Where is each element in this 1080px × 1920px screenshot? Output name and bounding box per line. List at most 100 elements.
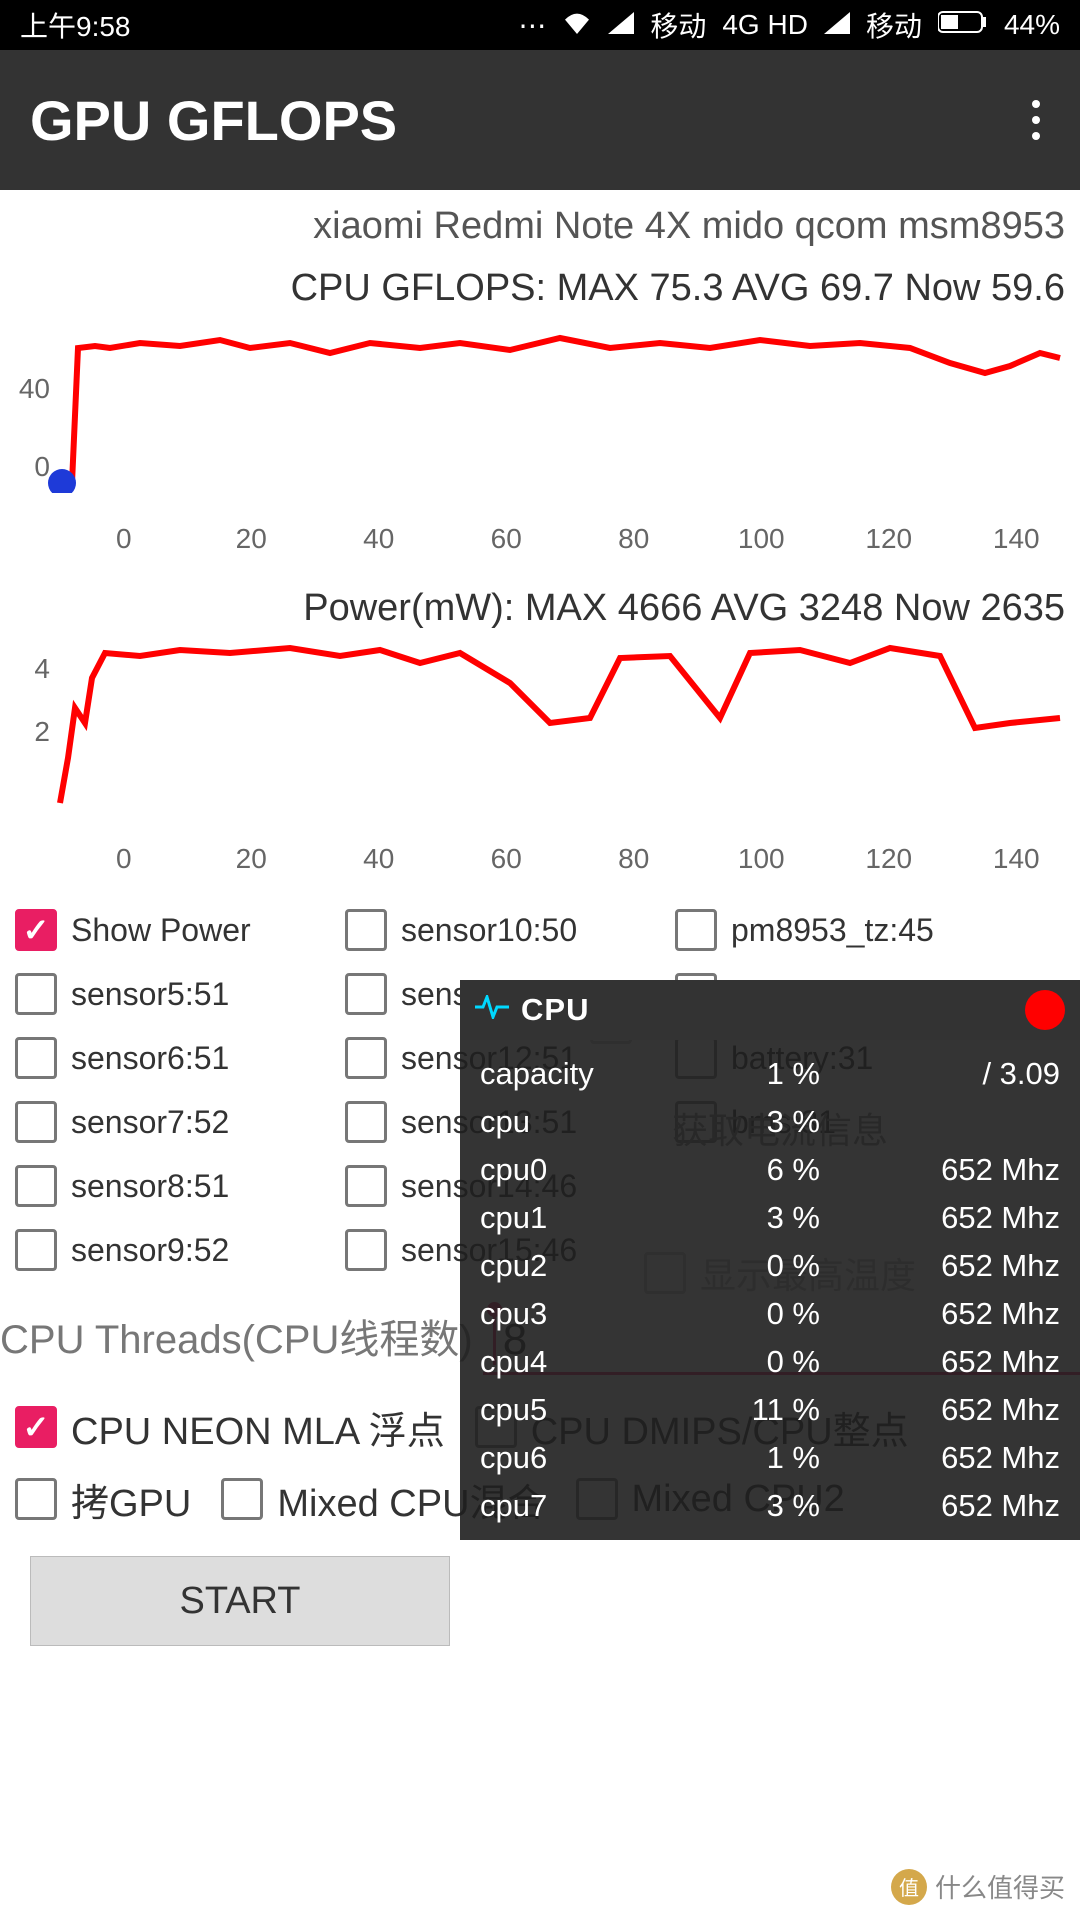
checkbox-box[interactable]: [345, 909, 387, 951]
metric-freq: 652 Mhz: [820, 1200, 1060, 1236]
metric-pct: 3 %: [660, 1104, 820, 1140]
network-type: 4G HD: [722, 9, 808, 41]
checkbox-label: Show Power: [71, 912, 251, 949]
checkbox-box[interactable]: [15, 1478, 57, 1520]
metric-freq: / 3.09: [820, 1056, 1060, 1092]
option-拷GPU[interactable]: 拷GPU: [15, 1467, 191, 1531]
overflow-menu-button[interactable]: [1022, 90, 1050, 150]
metric-freq: 652 Mhz: [820, 1296, 1060, 1332]
device-info: xiaomi Redmi Note 4X mido qcom msm8953: [0, 190, 1080, 258]
checkbox-label: sensor7:52: [71, 1104, 229, 1141]
watermark-badge-icon: 值: [891, 1869, 927, 1905]
metric-key: cpu3: [480, 1296, 660, 1332]
metric-freq: 652 Mhz: [820, 1488, 1060, 1524]
checkbox-label: sensor10:50: [401, 912, 577, 949]
gflops-chart: CPU GFLOPS: MAX 75.3 AVG 69.7 Now 59.6 4…: [0, 258, 1080, 568]
checkbox-box[interactable]: [345, 1229, 387, 1271]
record-icon[interactable]: [1025, 990, 1065, 1030]
metric-key: cpu: [480, 1104, 660, 1140]
page-title: GPU GFLOPS: [30, 88, 397, 153]
metric-pct: 3 %: [660, 1200, 820, 1236]
power-line: [0, 638, 1080, 813]
metric-key: cpu0: [480, 1152, 660, 1188]
overlay-header[interactable]: CPU: [460, 980, 1080, 1040]
checkbox-label: sensor9:52: [71, 1232, 229, 1269]
metric-pct: 11 %: [660, 1392, 820, 1428]
checkbox-sensor6-51[interactable]: sensor6:51: [15, 1026, 315, 1090]
overlay-row-cpu3: cpu30 %652 Mhz: [480, 1290, 1060, 1338]
checkbox-label: sensor5:51: [71, 976, 229, 1013]
overlay-row-cpu1: cpu13 %652 Mhz: [480, 1194, 1060, 1242]
overlay-row-cpu7: cpu73 %652 Mhz: [480, 1482, 1060, 1530]
metric-key: capacity: [480, 1056, 660, 1092]
metric-freq: 652 Mhz: [820, 1248, 1060, 1284]
watermark: 值 什么值得买: [891, 1868, 1065, 1905]
checkbox-box[interactable]: [15, 1037, 57, 1079]
checkbox-box[interactable]: [15, 973, 57, 1015]
metric-pct: 0 %: [660, 1344, 820, 1380]
signal-icon-2: [824, 9, 850, 41]
battery-icon: [938, 9, 988, 41]
gflops-x-axis: 020406080100120140: [0, 518, 1080, 555]
overlay-row-cpu: cpu3 %: [480, 1098, 1060, 1146]
metric-pct: 1 %: [660, 1056, 820, 1092]
metric-freq: 652 Mhz: [820, 1344, 1060, 1380]
overlay-row-cpu0: cpu06 %652 Mhz: [480, 1146, 1060, 1194]
checkbox-box[interactable]: [15, 1101, 57, 1143]
checkbox-box[interactable]: [345, 1037, 387, 1079]
pulse-icon: [475, 993, 509, 1027]
cpu-monitor-overlay[interactable]: CPU capacity1 %/ 3.09cpu3 %cpu06 %652 Mh…: [460, 980, 1080, 1540]
checkbox-pm8953_tz-45[interactable]: pm8953_tz:45: [675, 898, 975, 962]
checkbox-sensor5-51[interactable]: sensor5:51: [15, 962, 315, 1026]
checkbox-sensor8-51[interactable]: sensor8:51: [15, 1154, 315, 1218]
overlay-row-cpu6: cpu61 %652 Mhz: [480, 1434, 1060, 1482]
power-x-axis: 020406080100120140: [0, 838, 1080, 875]
metric-key: cpu7: [480, 1488, 660, 1524]
overlay-body: capacity1 %/ 3.09cpu3 %cpu06 %652 Mhzcpu…: [460, 1040, 1080, 1540]
checkbox-box[interactable]: [221, 1478, 263, 1520]
checkbox-label: sensor6:51: [71, 1040, 229, 1077]
gflops-line: [0, 318, 1080, 493]
option-CPU-NEON-MLA-浮点[interactable]: CPU NEON MLA 浮点: [15, 1395, 445, 1459]
option-label: 拷GPU: [71, 1472, 191, 1527]
checkbox-box[interactable]: [345, 1101, 387, 1143]
checkbox-sensor10-50[interactable]: sensor10:50: [345, 898, 645, 962]
checkbox-label: sensor8:51: [71, 1168, 229, 1205]
checkbox-box[interactable]: [15, 1229, 57, 1271]
carrier-1: 移动: [650, 5, 706, 45]
checkbox-show-power[interactable]: Show Power: [15, 898, 315, 962]
checkbox-box[interactable]: [15, 1165, 57, 1207]
gflops-chart-title: CPU GFLOPS: MAX 75.3 AVG 69.7 Now 59.6: [0, 258, 1080, 318]
checkbox-box[interactable]: [345, 973, 387, 1015]
overlay-row-cpu4: cpu40 %652 Mhz: [480, 1338, 1060, 1386]
checkbox-sensor7-52[interactable]: sensor7:52: [15, 1090, 315, 1154]
checkbox-box[interactable]: [15, 1406, 57, 1448]
wifi-icon: [562, 9, 592, 41]
app-bar: GPU GFLOPS: [0, 50, 1080, 190]
metric-pct: 6 %: [660, 1152, 820, 1188]
start-button[interactable]: START: [30, 1556, 450, 1646]
metric-freq: 652 Mhz: [820, 1152, 1060, 1188]
metric-key: cpu5: [480, 1392, 660, 1428]
more-indicator: ⋯: [518, 9, 546, 42]
signal-icon: [608, 9, 634, 41]
power-chart-title: Power(mW): MAX 4666 AVG 3248 Now 2635: [0, 578, 1080, 638]
metric-pct: 3 %: [660, 1488, 820, 1524]
status-bar: 上午9:58 ⋯ 移动 4G HD 移动 44%: [0, 0, 1080, 50]
metric-freq: 652 Mhz: [820, 1440, 1060, 1476]
metric-pct: 0 %: [660, 1296, 820, 1332]
checkbox-box[interactable]: [345, 1165, 387, 1207]
metric-freq: 652 Mhz: [820, 1392, 1060, 1428]
metric-pct: 0 %: [660, 1248, 820, 1284]
overlay-row-cpu5: cpu511 %652 Mhz: [480, 1386, 1060, 1434]
metric-pct: 1 %: [660, 1440, 820, 1476]
metric-key: cpu2: [480, 1248, 660, 1284]
checkbox-sensor9-52[interactable]: sensor9:52: [15, 1218, 315, 1282]
checkbox-box[interactable]: [675, 909, 717, 951]
metric-key: cpu6: [480, 1440, 660, 1476]
metric-key: cpu4: [480, 1344, 660, 1380]
option-label: CPU NEON MLA 浮点: [71, 1400, 445, 1455]
checkbox-label: pm8953_tz:45: [731, 912, 934, 949]
overlay-title: CPU: [521, 992, 589, 1028]
checkbox-box[interactable]: [15, 909, 57, 951]
